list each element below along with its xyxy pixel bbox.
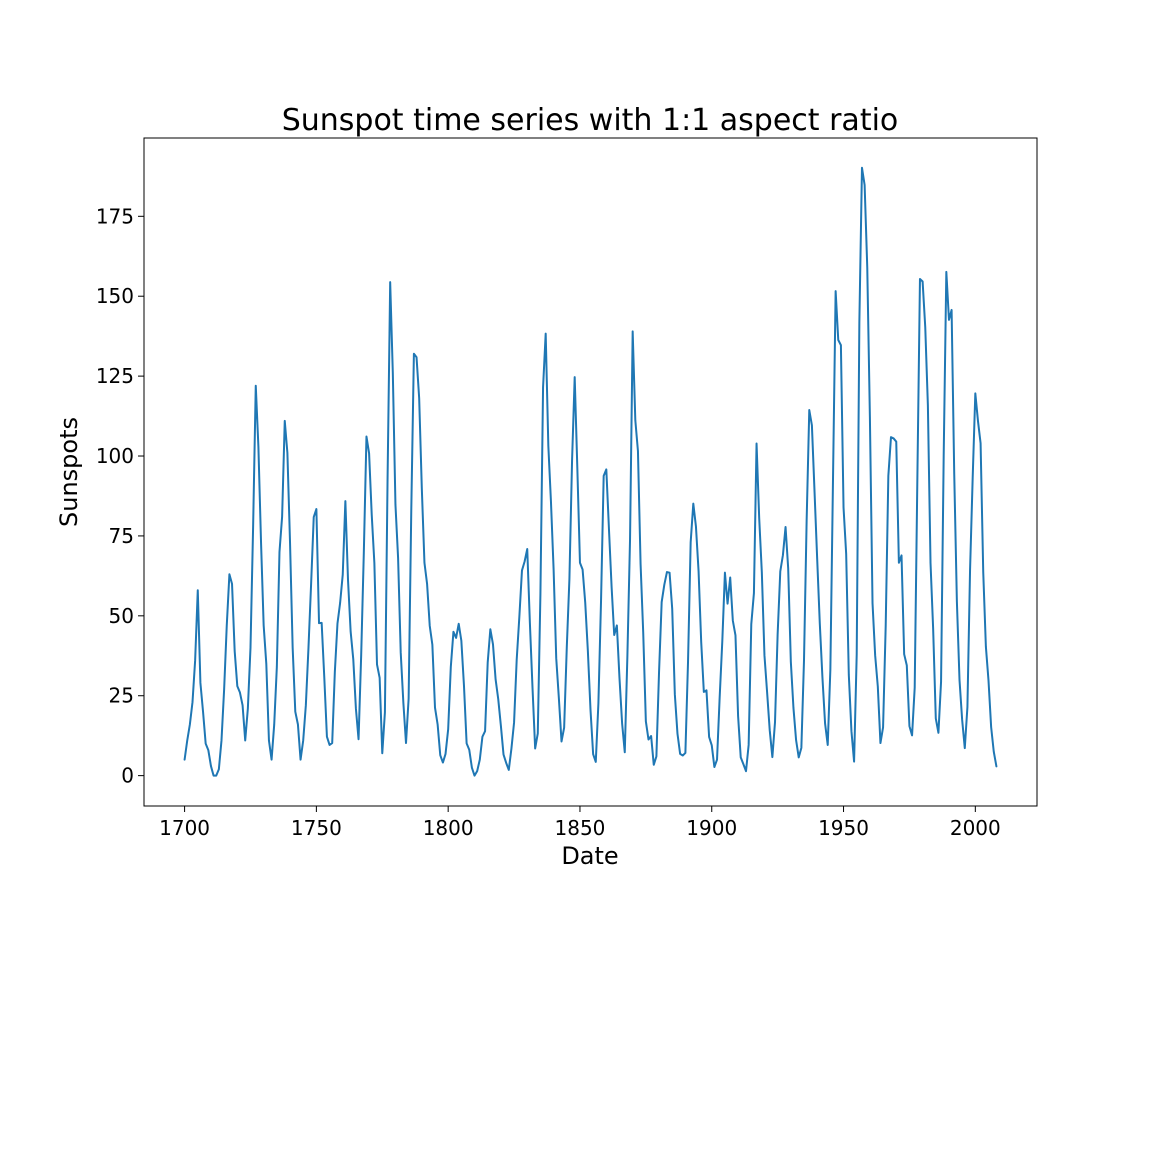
x-axis: 1700 1750 1800 1850 1900 1950 2000	[159, 806, 1001, 840]
y-axis-label: Sunspots	[55, 417, 83, 527]
x-tick-label: 1800	[423, 816, 474, 840]
x-tick-label: 1900	[686, 816, 737, 840]
x-axis-label: Date	[561, 842, 618, 870]
y-tick-label: 0	[121, 764, 134, 788]
y-tick-label: 50	[109, 604, 134, 628]
y-tick-label: 175	[96, 204, 134, 228]
y-tick-label: 150	[96, 284, 134, 308]
x-tick-label: 1700	[159, 816, 210, 840]
series-line-sunspots	[183, 166, 998, 777]
x-tick-label: 1950	[818, 816, 869, 840]
y-tick-label: 100	[96, 444, 134, 468]
y-tick-label: 25	[109, 684, 134, 708]
y-tick-label: 75	[109, 524, 134, 548]
x-tick-label: 1850	[555, 816, 606, 840]
chart-title: Sunspot time series with 1:1 aspect rati…	[282, 103, 899, 138]
plot-area-frame	[143, 137, 1038, 807]
y-axis: 0 25 50 75 100 125 150 175	[96, 204, 144, 788]
x-tick-label: 1750	[291, 816, 342, 840]
x-tick-label: 2000	[950, 816, 1001, 840]
y-tick-label: 125	[96, 364, 134, 388]
